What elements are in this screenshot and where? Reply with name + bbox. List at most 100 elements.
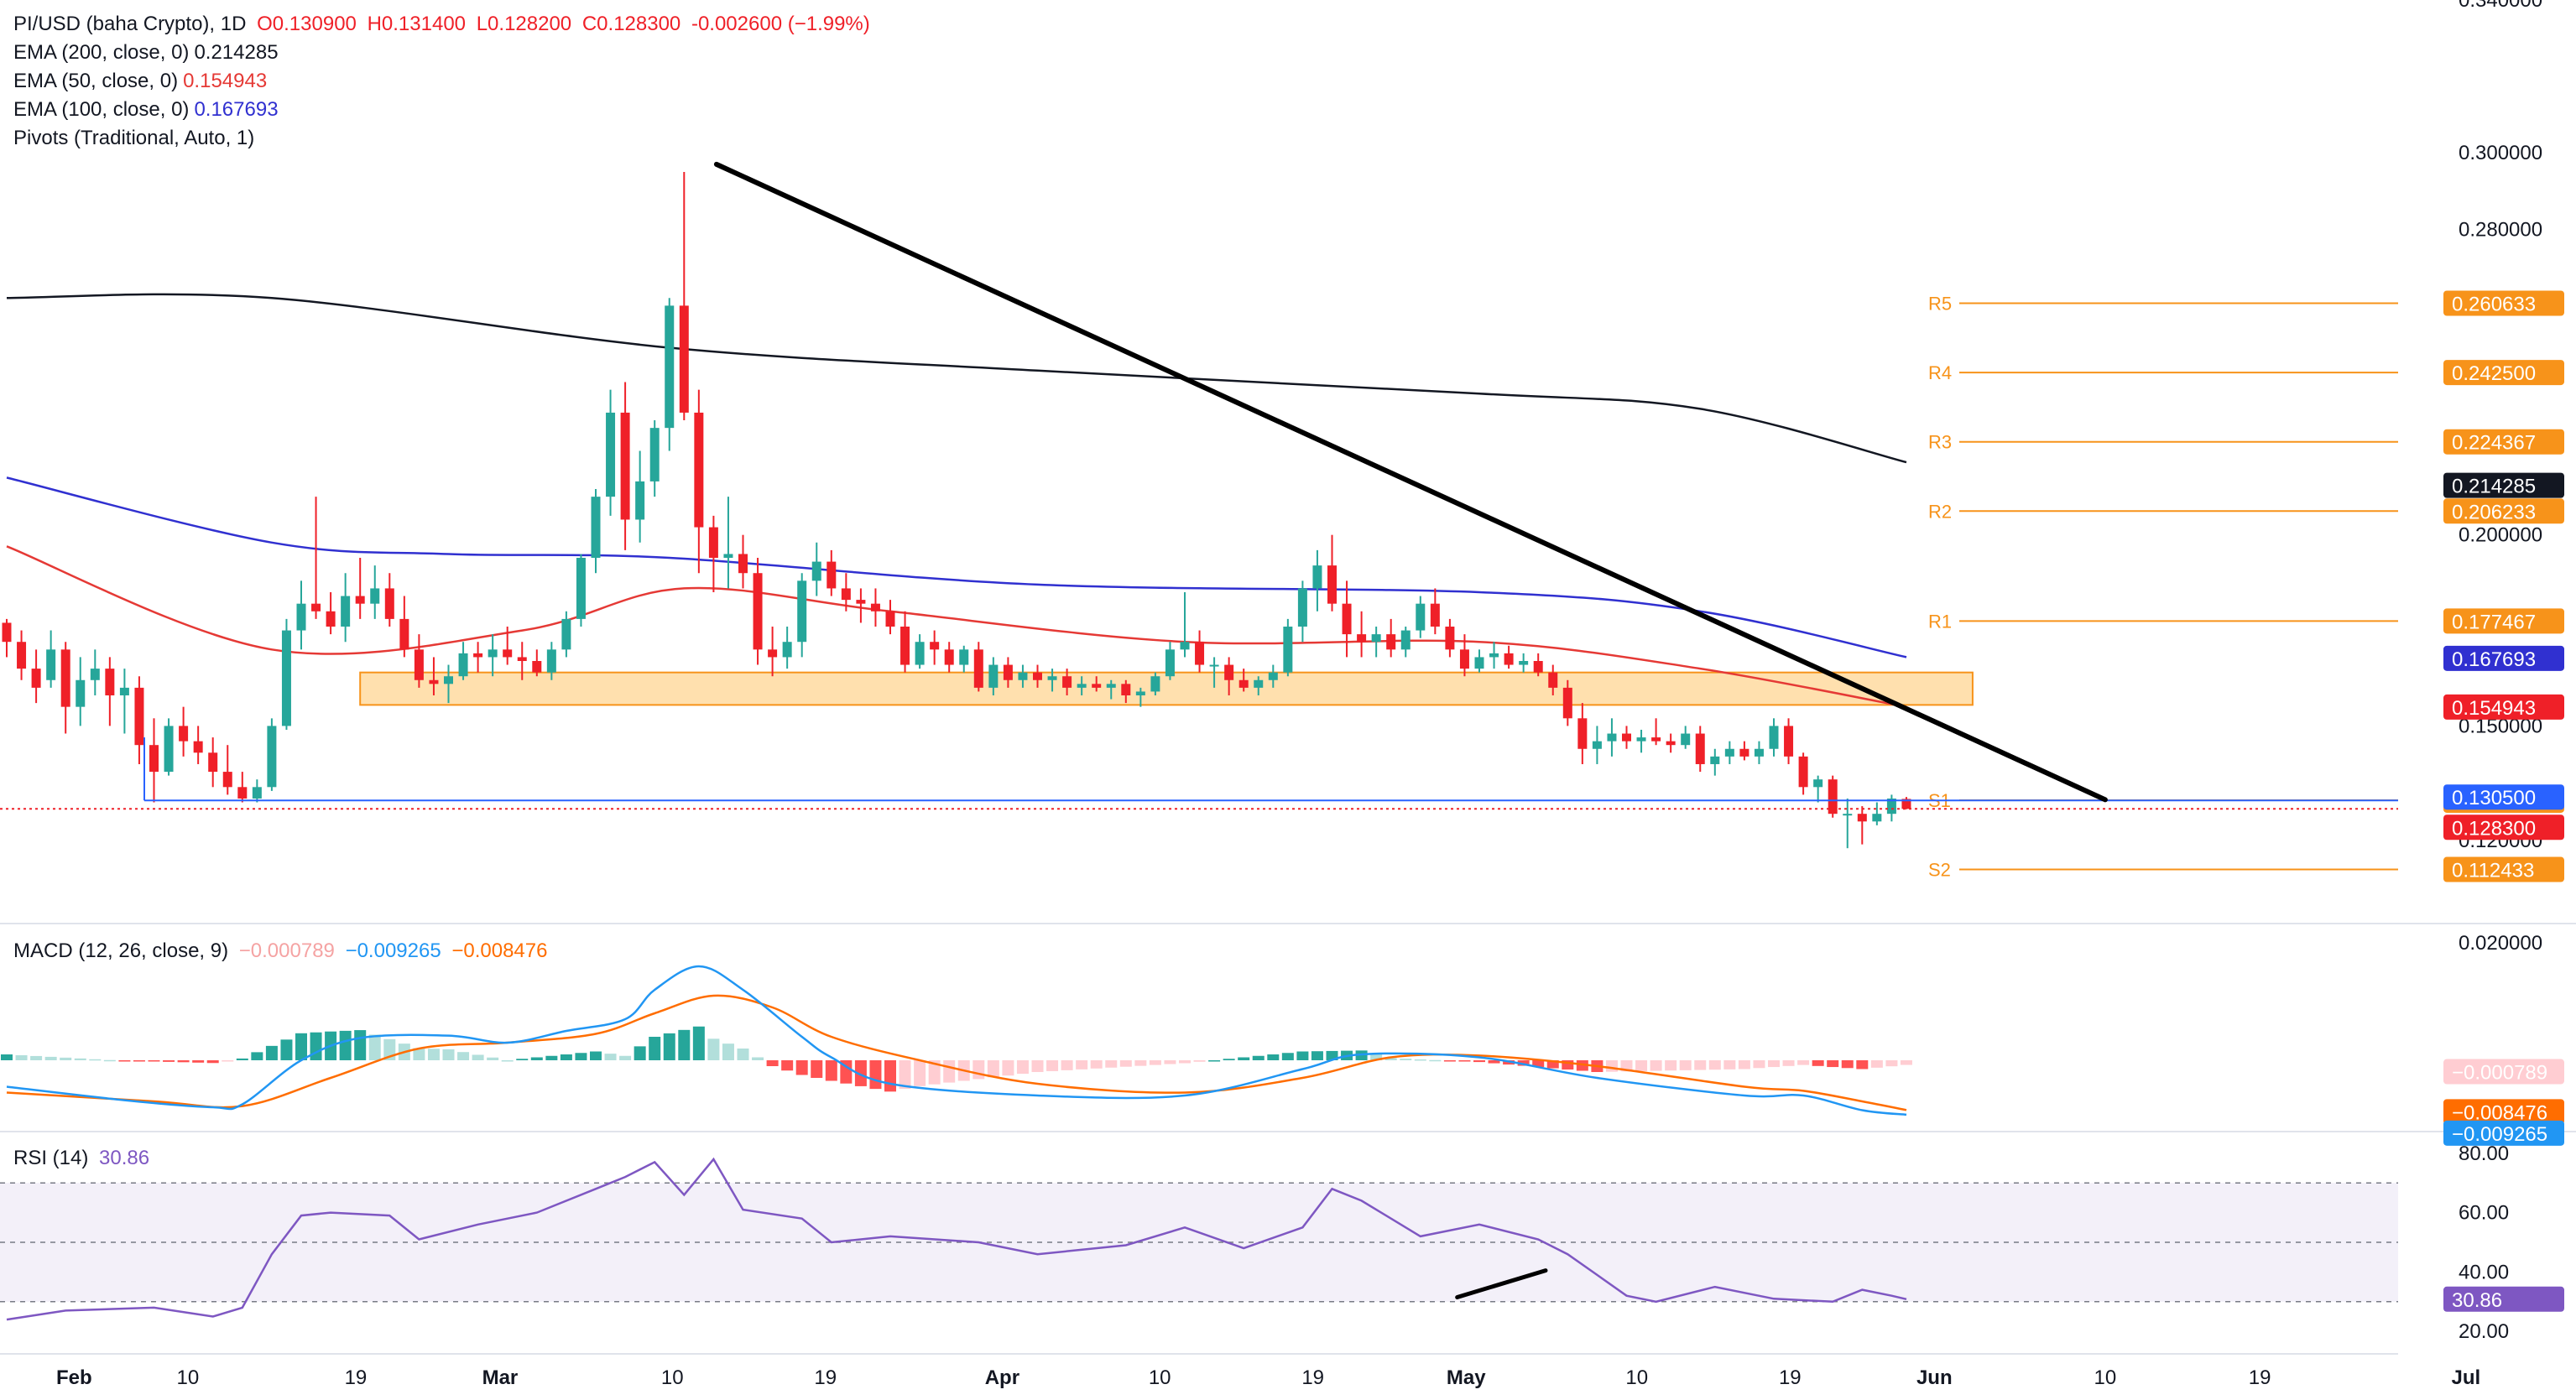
macd-histogram-bar (1900, 1060, 1912, 1065)
candle-body (1209, 664, 1219, 667)
candle-body (1548, 672, 1558, 688)
candle-body (1357, 634, 1367, 643)
candle-body (1504, 653, 1514, 665)
candle-body (281, 630, 291, 726)
candle-body (1121, 684, 1131, 695)
candle (237, 772, 248, 803)
macd-tag-bg-2 (2443, 1120, 2564, 1146)
time-axis-tick: Feb (56, 1366, 92, 1389)
candle-body (1724, 748, 1734, 757)
candle-body (1533, 660, 1543, 673)
macd-histogram-bar (1046, 1060, 1059, 1071)
macd-histogram-bar (692, 1026, 705, 1060)
candle-body (885, 611, 895, 627)
macd-histogram-bar (1090, 1060, 1103, 1069)
close-value: 0.128300 (597, 13, 681, 35)
candle-body (105, 669, 115, 695)
candle (811, 542, 821, 596)
candle (959, 645, 969, 673)
time-axis-tick: May (1447, 1366, 1486, 1389)
candle-body (46, 649, 56, 680)
candle-body (1150, 676, 1160, 692)
candle-body (1283, 626, 1293, 673)
macd-histogram-bar (1665, 1060, 1677, 1071)
candle (900, 611, 910, 673)
macd-histogram-bar (457, 1052, 470, 1060)
rsi-axis-tick: 40.00 (2459, 1261, 2509, 1283)
candle (753, 558, 763, 665)
rsi-axis-tick: 80.00 (2459, 1142, 2509, 1165)
pivot-tag-r2: 0.206233 (2452, 501, 2536, 523)
candle (1195, 630, 1205, 673)
candle-body (473, 653, 483, 658)
macd-histogram-bar (1870, 1060, 1883, 1068)
candle-body (620, 412, 630, 520)
macd-histogram-bar (1164, 1060, 1176, 1064)
candle (355, 558, 365, 619)
macd-label: MACD (12, 26, close, 9) (13, 939, 229, 962)
candle-body (370, 588, 380, 604)
candle (1400, 626, 1411, 658)
macd-histogram-bar (1281, 1053, 1294, 1060)
macd-histogram-bar (928, 1060, 941, 1085)
candle-body (679, 305, 689, 413)
candle-body (444, 676, 453, 684)
candle (1327, 534, 1337, 612)
pivot-tag-r5-bg (2443, 290, 2564, 316)
candle-body (1342, 603, 1352, 635)
candle-body (930, 642, 940, 650)
macd-histogram-bar (251, 1052, 263, 1060)
macd-tag-bg-1 (2443, 1099, 2564, 1125)
time-axis-tick: 10 (177, 1366, 200, 1389)
candle-body (1474, 657, 1484, 669)
rsi-tag-bg (2443, 1286, 2564, 1312)
macd-histogram-bar (1384, 1058, 1397, 1060)
macd-histogram-bar (442, 1049, 455, 1060)
low-label: L (476, 13, 488, 35)
candle-body (31, 669, 41, 688)
candle-body (561, 618, 571, 650)
macd-histogram-bar (1768, 1060, 1780, 1068)
candle (326, 592, 336, 635)
pivot-tag-r4-bg (2443, 360, 2564, 386)
candle (1459, 634, 1469, 677)
candle (1386, 618, 1396, 658)
candle (1047, 669, 1057, 692)
candle-body (1003, 664, 1013, 680)
macd-histogram-bar (1400, 1059, 1412, 1060)
macd-histogram-bar (973, 1060, 985, 1080)
candle (46, 630, 56, 688)
candle (1548, 664, 1558, 695)
time-axis-tick: Jul (2452, 1366, 2481, 1389)
candle (149, 718, 159, 803)
candle (827, 549, 837, 596)
candle (1092, 676, 1102, 692)
candle-body (1592, 741, 1602, 749)
price-tag-4: 0.128300 (2452, 817, 2536, 840)
resistance-zone (359, 671, 1974, 706)
rsi-line (6, 1157, 1907, 1321)
candle-body (944, 649, 954, 665)
candle (694, 389, 704, 574)
candle (60, 642, 70, 734)
symbol-title: PI/USD (baha Crypto), 1D (13, 13, 247, 35)
candle-body (326, 611, 336, 627)
rsi-axis-tick: 20.00 (2459, 1320, 2509, 1343)
macd-histogram-bar (811, 1060, 823, 1078)
candle (1445, 618, 1455, 658)
candle (1062, 669, 1072, 695)
candle (429, 657, 439, 695)
candle-body (738, 554, 748, 574)
macd-histogram-bar (1856, 1060, 1869, 1070)
candle (134, 676, 144, 764)
candle (1681, 726, 1691, 749)
candle (1474, 649, 1484, 673)
candle (591, 489, 601, 574)
macd-histogram-bar (222, 1060, 234, 1062)
macd-histogram-bar (1, 1054, 13, 1060)
macd-histogram-bar (1002, 1060, 1014, 1076)
candle (649, 420, 660, 497)
price-tag-4-bg (2443, 814, 2564, 841)
candle-body (811, 561, 821, 581)
